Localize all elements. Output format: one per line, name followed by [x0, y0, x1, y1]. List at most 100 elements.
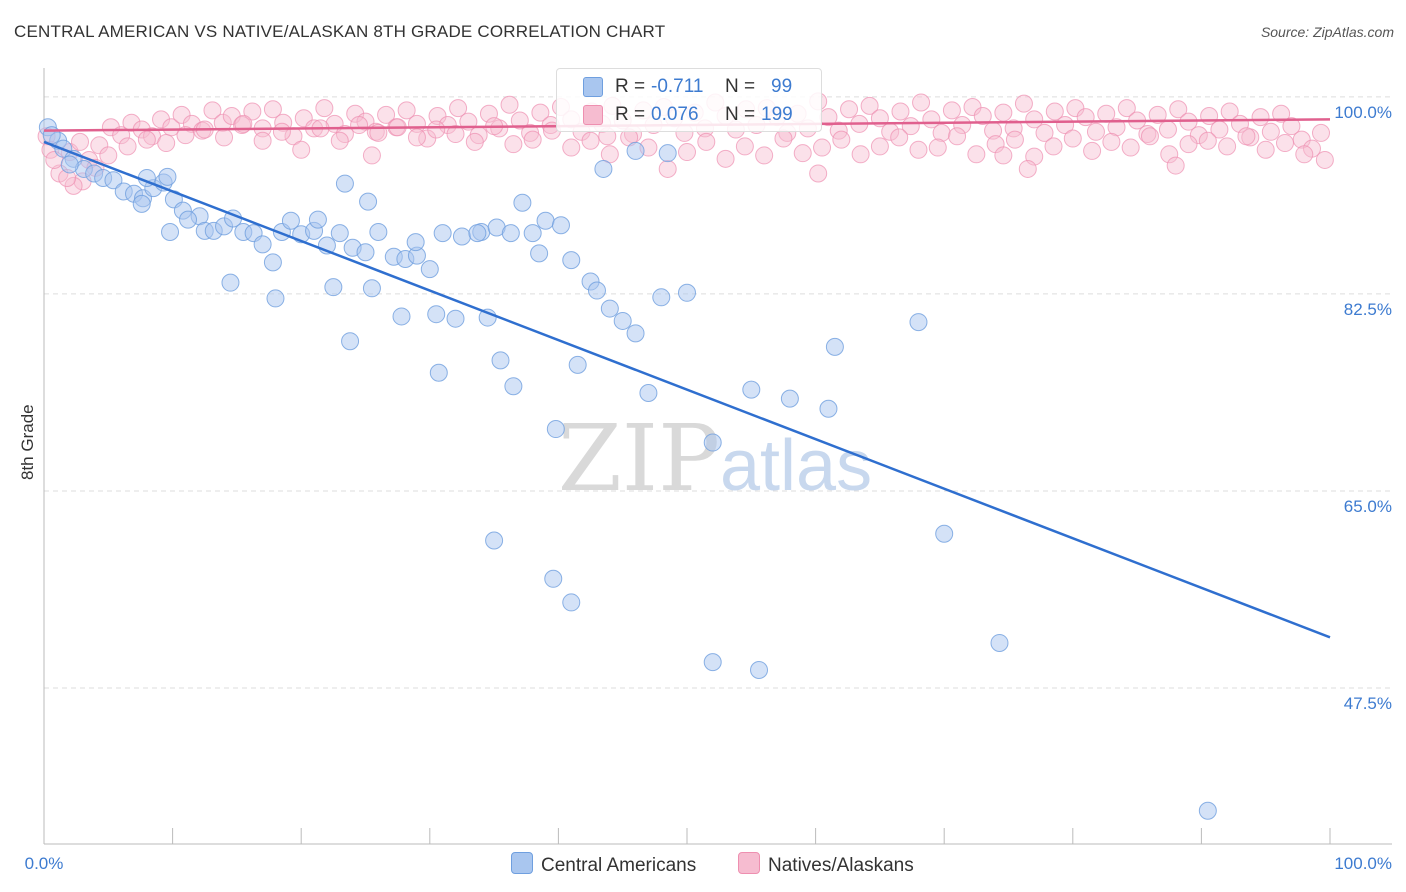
natives-point — [213, 113, 232, 132]
natives-point — [1025, 110, 1044, 129]
natives-point — [851, 145, 870, 164]
natives-point — [735, 137, 754, 156]
legend-n-label-blue: N = — [725, 76, 756, 97]
natives-point — [1044, 137, 1063, 156]
x-tick-label: 100.0% — [1334, 854, 1392, 873]
central-americans-point — [530, 244, 549, 263]
natives-point — [1076, 108, 1095, 127]
central-americans-points — [38, 118, 1217, 820]
legend-n-label-pink: N = — [725, 104, 756, 125]
natives-point — [832, 130, 851, 149]
central-americans-point — [369, 223, 388, 241]
central-americans-point — [446, 309, 465, 328]
central-americans-point — [221, 273, 240, 292]
natives-point — [407, 128, 426, 147]
central-americans-point — [742, 380, 761, 399]
natives-point — [1169, 100, 1188, 119]
natives-point — [1063, 129, 1082, 148]
natives-point — [1315, 150, 1334, 169]
central-americans-point — [909, 313, 928, 332]
bottom-legend-swatch-pink — [738, 852, 760, 874]
central-americans-point — [468, 224, 487, 243]
natives-point — [1272, 104, 1291, 123]
natives-point — [562, 138, 581, 157]
central-americans-point — [501, 224, 520, 243]
central-americans-point — [491, 351, 510, 370]
central-americans-point — [324, 278, 343, 297]
central-americans-point — [551, 216, 570, 235]
natives-point — [1237, 127, 1256, 146]
natives-point — [860, 96, 879, 115]
natives-point — [890, 128, 909, 147]
source-label: Source: ZipAtlas.com — [1260, 24, 1394, 40]
natives-point — [377, 105, 396, 124]
central-americans-point — [825, 337, 844, 356]
natives-point — [292, 140, 311, 159]
natives-point — [809, 164, 828, 183]
natives-point — [1275, 134, 1294, 153]
central-americans-point — [161, 223, 180, 241]
natives-point — [438, 116, 457, 135]
natives-point — [362, 146, 381, 165]
legend-r-value-pink: 0.076 — [651, 104, 699, 125]
natives-point — [1189, 126, 1208, 145]
natives-point — [330, 131, 349, 150]
natives-point — [678, 143, 696, 162]
natives-point — [942, 101, 961, 120]
central-americans-point — [406, 233, 425, 252]
central-americans-point — [935, 524, 954, 543]
central-americans-point — [652, 288, 671, 307]
natives-point — [1256, 140, 1275, 159]
natives-point — [932, 123, 951, 142]
natives-point — [994, 146, 1013, 165]
central-americans-point — [179, 210, 198, 229]
central-americans-point — [819, 399, 838, 418]
bottom-legend-blue: Central Americans — [511, 852, 696, 877]
natives-point — [813, 138, 832, 157]
central-americans-point — [158, 167, 177, 186]
central-americans-point — [253, 235, 272, 254]
y-tick-label: 47.5% — [1344, 694, 1392, 713]
natives-point — [1045, 102, 1064, 121]
central-americans-point — [639, 384, 658, 403]
natives-point — [697, 132, 716, 151]
natives-point — [716, 149, 735, 168]
natives-point — [1018, 159, 1037, 178]
natives-point — [500, 95, 519, 114]
bottom-legend-label-pink: Natives/Alaskans — [768, 855, 914, 876]
legend-r-value-blue: -0.711 — [651, 76, 704, 97]
natives-point — [1198, 131, 1217, 150]
central-americans-point — [568, 355, 587, 374]
central-americans-point — [335, 174, 354, 193]
natives-point — [1005, 130, 1024, 149]
stats-legend: R = -0.711 N = 99 R = 0.076 N = 199 — [556, 68, 822, 132]
central-americans-point — [626, 324, 645, 343]
natives-point — [531, 103, 550, 122]
central-americans-point — [263, 253, 282, 272]
central-americans-point — [359, 192, 378, 211]
natives-point — [1166, 156, 1185, 175]
central-americans-point — [362, 279, 381, 298]
watermark-zip: ZIP — [558, 405, 720, 512]
central-americans-point — [308, 210, 327, 229]
central-americans-point — [600, 299, 619, 318]
natives-point — [994, 103, 1013, 122]
central-americans-point — [429, 363, 448, 382]
central-americans-point — [281, 211, 300, 230]
legend-r-label-blue: R = — [615, 76, 646, 97]
central-americans-point — [523, 224, 542, 243]
central-americans-point — [1198, 801, 1217, 820]
central-americans-point — [594, 159, 613, 178]
central-americans-point — [703, 433, 722, 452]
central-americans-point — [330, 224, 349, 243]
central-americans-point — [750, 660, 769, 679]
natives-point — [1102, 132, 1121, 151]
legend-row-pink: R = 0.076 N = 199 — [557, 99, 821, 129]
natives-point — [963, 98, 982, 117]
natives-point — [253, 131, 272, 150]
natives-point — [891, 102, 910, 121]
legend-swatch-blue — [583, 77, 603, 97]
central-americans-point — [613, 311, 632, 330]
x-tick-label: 0.0% — [25, 854, 64, 873]
natives-point — [928, 138, 947, 157]
